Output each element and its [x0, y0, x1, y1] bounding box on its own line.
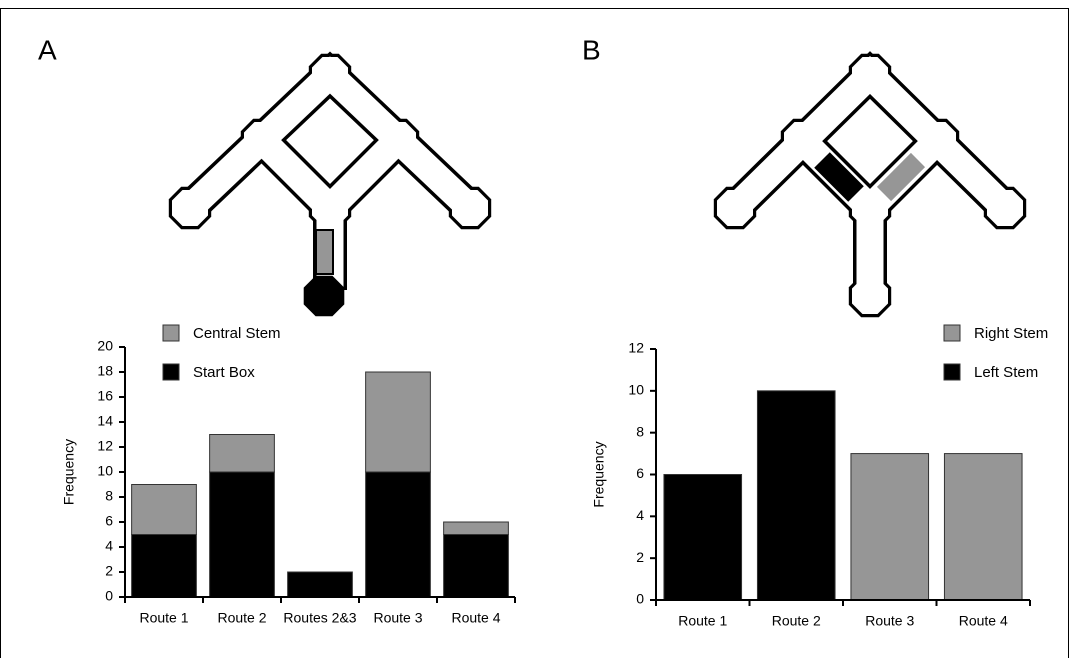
y-tick-label: 2	[636, 549, 644, 565]
legend-swatch	[943, 363, 961, 381]
bar	[131, 534, 197, 598]
maze-room	[452, 190, 488, 226]
maze-room	[717, 190, 753, 226]
maze-room	[852, 278, 888, 314]
legend-label: Left Stem	[974, 364, 1038, 381]
maze-room	[312, 57, 348, 93]
y-tick-label: 12	[97, 438, 113, 454]
y-tick-label: 16	[97, 388, 113, 404]
y-axis-label: Frequency	[61, 439, 77, 505]
maze-room	[172, 190, 208, 226]
y-tick-label: 12	[628, 340, 644, 356]
panel-label: B	[582, 34, 601, 65]
frame	[0, 8, 1069, 658]
maze-room	[987, 190, 1023, 226]
legend-label: Central Stem	[193, 325, 281, 342]
y-tick-label: 18	[97, 363, 113, 379]
start-box	[303, 275, 345, 317]
bar	[850, 453, 930, 601]
x-tick-label: Route 4	[451, 610, 500, 626]
legend-label: Start Box	[193, 364, 255, 381]
y-tick-label: 20	[97, 338, 113, 354]
left-stem	[814, 152, 864, 202]
bar	[443, 534, 509, 598]
y-tick-label: 0	[636, 591, 644, 607]
y-tick-label: 10	[628, 382, 644, 398]
maze-room	[312, 190, 348, 226]
maze-room	[920, 122, 956, 158]
legend-swatch	[162, 363, 180, 381]
legend-swatch	[162, 324, 180, 342]
maze-diagrams	[168, 51, 1027, 318]
bar	[209, 434, 275, 473]
y-tick-label: 8	[105, 488, 113, 504]
panel-label: A	[38, 34, 57, 65]
x-tick-label: Route 3	[373, 610, 422, 626]
y-tick-label: 4	[105, 538, 113, 554]
legend-label: Right Stem	[974, 325, 1048, 342]
y-tick-label: 10	[97, 463, 113, 479]
bar	[365, 371, 431, 473]
y-tick-label: 6	[636, 465, 644, 481]
y-tick-label: 14	[97, 413, 113, 429]
x-tick-label: Route 2	[217, 610, 266, 626]
maze-room	[244, 122, 280, 158]
maze-room	[852, 57, 888, 93]
bar	[287, 571, 353, 598]
y-axis-label: Frequency	[591, 441, 607, 507]
y-tick-label: 8	[636, 423, 644, 439]
maze-room	[784, 122, 820, 158]
central-stem	[315, 229, 334, 275]
y-tick-label: 0	[105, 588, 113, 604]
y-tick-label: 2	[105, 563, 113, 579]
bar	[209, 471, 275, 598]
right-stem	[876, 152, 926, 202]
bar	[663, 474, 743, 601]
y-tick-label: 6	[105, 513, 113, 529]
legend-swatch	[943, 324, 961, 342]
bar	[365, 471, 431, 598]
maze-room	[380, 122, 416, 158]
maze-room	[852, 190, 888, 226]
bar	[443, 521, 509, 535]
x-tick-label: Route 1	[678, 613, 727, 629]
x-tick-label: Route 3	[865, 613, 914, 629]
bar	[131, 484, 197, 535]
x-tick-label: Route 1	[139, 610, 188, 626]
bar	[943, 453, 1023, 601]
x-tick-label: Routes 2&3	[283, 610, 356, 626]
bar	[756, 390, 836, 601]
x-tick-label: Route 4	[959, 613, 1008, 629]
x-tick-label: Route 2	[772, 613, 821, 629]
y-tick-label: 4	[636, 507, 644, 523]
